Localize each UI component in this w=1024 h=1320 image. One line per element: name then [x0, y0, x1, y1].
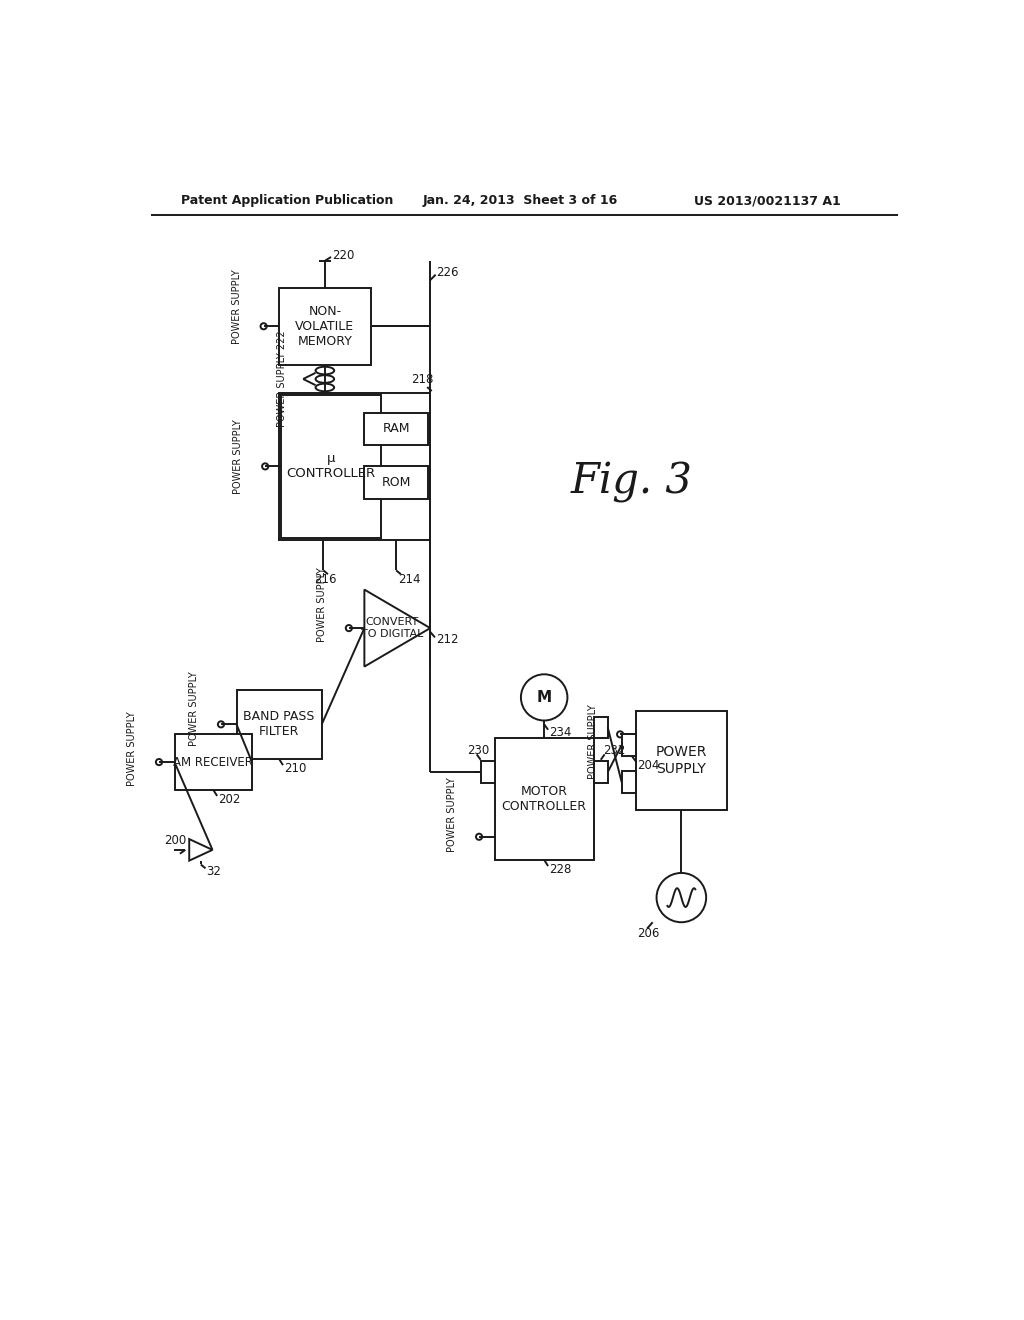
- Bar: [280, 393, 430, 540]
- Text: BAND PASS
FILTER: BAND PASS FILTER: [244, 710, 314, 738]
- Bar: [495, 738, 594, 859]
- Bar: [480, 762, 495, 783]
- Text: 228: 228: [549, 863, 571, 876]
- Text: POWER SUPPLY: POWER SUPPLY: [446, 777, 457, 851]
- Text: 234: 234: [549, 726, 571, 739]
- Text: 200: 200: [165, 834, 186, 847]
- Text: RAM: RAM: [382, 422, 410, 436]
- Bar: [365, 412, 428, 445]
- Text: 210: 210: [284, 762, 306, 775]
- Text: μ
CONTROLLER: μ CONTROLLER: [287, 453, 376, 480]
- Text: 230: 230: [467, 744, 488, 758]
- Text: POWER SUPPLY: POWER SUPPLY: [231, 269, 242, 345]
- Bar: [594, 762, 607, 783]
- Text: 214: 214: [397, 573, 420, 586]
- Text: 232: 232: [603, 744, 626, 758]
- Text: M: M: [537, 690, 552, 705]
- Text: ROM: ROM: [382, 477, 411, 490]
- Text: 218: 218: [412, 372, 434, 385]
- Text: CONVERT
TO DIGITAL: CONVERT TO DIGITAL: [360, 618, 423, 639]
- Text: POWER SUPPLY: POWER SUPPLY: [588, 705, 598, 779]
- Text: POWER SUPPLY 222: POWER SUPPLY 222: [278, 331, 287, 428]
- Text: AM RECEIVER: AM RECEIVER: [173, 755, 253, 768]
- Text: US 2013/0021137 A1: US 2013/0021137 A1: [693, 194, 841, 207]
- Text: 212: 212: [435, 634, 458, 647]
- Bar: [280, 288, 371, 364]
- Text: 226: 226: [436, 265, 459, 279]
- Text: POWER SUPPLY: POWER SUPPLY: [127, 711, 137, 785]
- Bar: [622, 771, 636, 793]
- Text: 32: 32: [206, 865, 221, 878]
- Text: POWER
SUPPLY: POWER SUPPLY: [655, 746, 707, 776]
- Text: 216: 216: [314, 573, 337, 586]
- Bar: [636, 711, 727, 809]
- Text: POWER SUPPLY: POWER SUPPLY: [233, 418, 243, 494]
- Text: 220: 220: [332, 249, 354, 261]
- Bar: [281, 395, 381, 539]
- Bar: [237, 689, 322, 759]
- Text: Jan. 24, 2013  Sheet 3 of 16: Jan. 24, 2013 Sheet 3 of 16: [423, 194, 617, 207]
- Text: NON-
VOLATILE
MEMORY: NON- VOLATILE MEMORY: [295, 305, 354, 347]
- Text: MOTOR
CONTROLLER: MOTOR CONTROLLER: [502, 785, 587, 813]
- Text: POWER SUPPLY: POWER SUPPLY: [316, 568, 327, 643]
- Text: 204: 204: [637, 759, 659, 772]
- Bar: [365, 466, 428, 499]
- Text: 206: 206: [637, 927, 659, 940]
- Bar: [174, 734, 252, 789]
- Bar: [622, 734, 636, 756]
- Text: POWER SUPPLY: POWER SUPPLY: [188, 672, 199, 746]
- Text: Fig. 3: Fig. 3: [570, 461, 692, 503]
- Text: 202: 202: [218, 792, 241, 805]
- Bar: [594, 717, 607, 738]
- Text: Patent Application Publication: Patent Application Publication: [180, 194, 393, 207]
